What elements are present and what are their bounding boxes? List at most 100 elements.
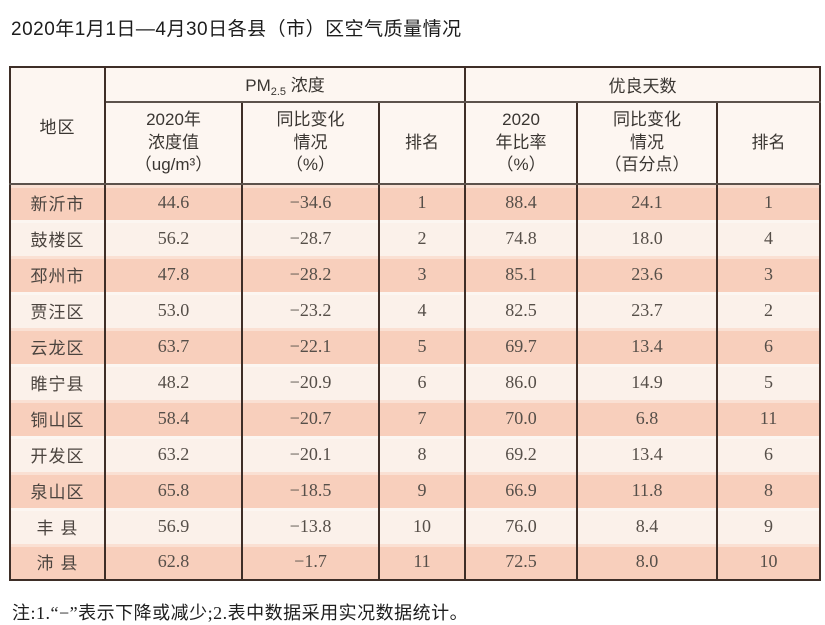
good-change-cell: 13.4 [576,328,719,364]
pm-change-cell: −28.7 [241,220,380,256]
pm25-label-suffix: 浓度 [286,76,325,95]
pm25-group-header: PM2.5 浓度 [103,67,467,103]
good-change-cell: 23.6 [576,256,719,292]
pm-value-cell: 44.6 [104,184,243,220]
table-row: 贾汪区 53.0 −23.2 4 82.5 23.7 2 [9,292,822,328]
good-rank-cell: 9 [716,508,822,544]
pm-rank-cell: 6 [377,364,467,400]
pm-rank-cell: 11 [377,544,467,580]
region-cell: 开发区 [9,436,106,472]
good-rank-cell: 11 [716,400,822,436]
good-change-cell: 6.8 [576,400,719,436]
region-cell: 鼓楼区 [9,220,106,256]
pm-change-cell: −20.7 [241,400,380,436]
pm-rank-cell: 4 [377,292,467,328]
good-change-column-header: 同比变化 情况 （百分点） [576,102,719,185]
good-rank-column-header: 排名 [716,102,822,185]
pm-change-cell: −1.7 [241,544,380,580]
pm-value-cell: 58.4 [104,400,243,436]
footnote: 注:1.“−”表示下降或减少;2.表中数据采用实况数据统计。 [12,603,469,623]
pm-rank-cell: 7 [377,400,467,436]
region-column-header: 地区 [9,67,106,185]
pm-value-cell: 65.8 [104,472,243,508]
good-change-cell: 13.4 [576,436,719,472]
region-cell: 云龙区 [9,328,106,364]
pm-rank-cell: 8 [377,436,467,472]
pm-rank-cell: 9 [377,472,467,508]
good-change-cell: 18.0 [576,220,719,256]
good-change-cell: 14.9 [576,364,719,400]
pm-value-cell: 47.8 [104,256,243,292]
region-cell: 沛 县 [9,544,106,580]
good-rank-cell: 3 [716,256,822,292]
pm-value-cell: 62.8 [104,544,243,580]
good-rate-cell: 66.9 [464,472,579,508]
table-row: 鼓楼区 56.2 −28.7 2 74.8 18.0 4 [9,220,822,256]
pm-value-cell: 63.7 [104,328,243,364]
table-header: 地区 PM2.5 浓度 优良天数 2020年 浓度值 （ug/m³） 同比变化 … [9,67,822,185]
region-cell: 丰 县 [9,508,106,544]
good-rank-cell: 5 [716,364,822,400]
region-cell: 泉山区 [9,472,106,508]
table-row: 新沂市 44.6 −34.6 1 88.4 24.1 1 [9,184,822,220]
good-rank-cell: 6 [716,436,822,472]
good-rate-column-header: 2020 年比率 （%） [464,102,579,185]
pm-rank-cell: 1 [377,184,467,220]
pm-value-cell: 53.0 [104,292,243,328]
good-rank-cell: 1 [716,184,822,220]
table-row: 铜山区 58.4 −20.7 7 70.0 6.8 11 [9,400,822,436]
good-change-cell: 23.7 [576,292,719,328]
pm-value-cell: 48.2 [104,364,243,400]
good-rank-cell: 6 [716,328,822,364]
pm-change-cell: −23.2 [241,292,380,328]
region-cell: 铜山区 [9,400,106,436]
pm-rank-column-header: 排名 [377,102,467,185]
good-rate-cell: 69.2 [464,436,579,472]
pm-rank-cell: 3 [377,256,467,292]
good-rate-cell: 88.4 [464,184,579,220]
good-rate-cell: 69.7 [464,328,579,364]
pm-value-cell: 56.2 [104,220,243,256]
pm-value-column-header: 2020年 浓度值 （ug/m³） [104,102,243,185]
pm-change-cell: −18.5 [241,472,380,508]
region-cell: 新沂市 [9,184,106,220]
pm-rank-cell: 5 [377,328,467,364]
good-rate-cell: 76.0 [464,508,579,544]
good-rate-cell: 74.8 [464,220,579,256]
table-row: 丰 县 56.9 −13.8 10 76.0 8.4 9 [9,508,822,544]
pm25-label-prefix: PM [245,76,271,95]
good-rank-cell: 10 [716,544,822,580]
good-rate-cell: 86.0 [464,364,579,400]
table-row: 睢宁县 48.2 −20.9 6 86.0 14.9 5 [9,364,822,400]
region-cell: 邳州市 [9,256,106,292]
pm-change-cell: −20.1 [241,436,380,472]
good-days-group-header: 优良天数 [464,67,822,103]
good-rank-cell: 4 [716,220,822,256]
group-header-row: 地区 PM2.5 浓度 优良天数 [9,67,822,185]
air-quality-table: 地区 PM2.5 浓度 优良天数 2020年 浓度值 （ug/m³） 同比变化 … [9,66,822,581]
good-change-cell: 8.0 [576,544,719,580]
pm-change-column-header: 同比变化 情况 （%） [241,102,380,185]
table-row: 邳州市 47.8 −28.2 3 85.1 23.6 3 [9,256,822,292]
table-row: 开发区 63.2 −20.1 8 69.2 13.4 6 [9,436,822,472]
good-rate-cell: 70.0 [464,400,579,436]
table-row: 泉山区 65.8 −18.5 9 66.9 11.8 8 [9,472,822,508]
pm-change-cell: −13.8 [241,508,380,544]
pm-change-cell: −28.2 [241,256,380,292]
region-cell: 睢宁县 [9,364,106,400]
pm-change-cell: −34.6 [241,184,380,220]
pm-value-cell: 56.9 [104,508,243,544]
good-rate-cell: 85.1 [464,256,579,292]
good-rank-cell: 8 [716,472,822,508]
good-rate-cell: 82.5 [464,292,579,328]
region-cell: 贾汪区 [9,292,106,328]
good-change-cell: 8.4 [576,508,719,544]
good-rank-cell: 2 [716,292,822,328]
pm-rank-cell: 2 [377,220,467,256]
good-rate-cell: 72.5 [464,544,579,580]
pm25-subscript: 2.5 [270,86,287,98]
pm-rank-cell: 10 [377,508,467,544]
table-row: 云龙区 63.7 −22.1 5 69.7 13.4 6 [9,328,822,364]
table-body: 新沂市 44.6 −34.6 1 88.4 24.1 1 鼓楼区 56.2 −28.7 2 74.8 1… [9,184,822,580]
